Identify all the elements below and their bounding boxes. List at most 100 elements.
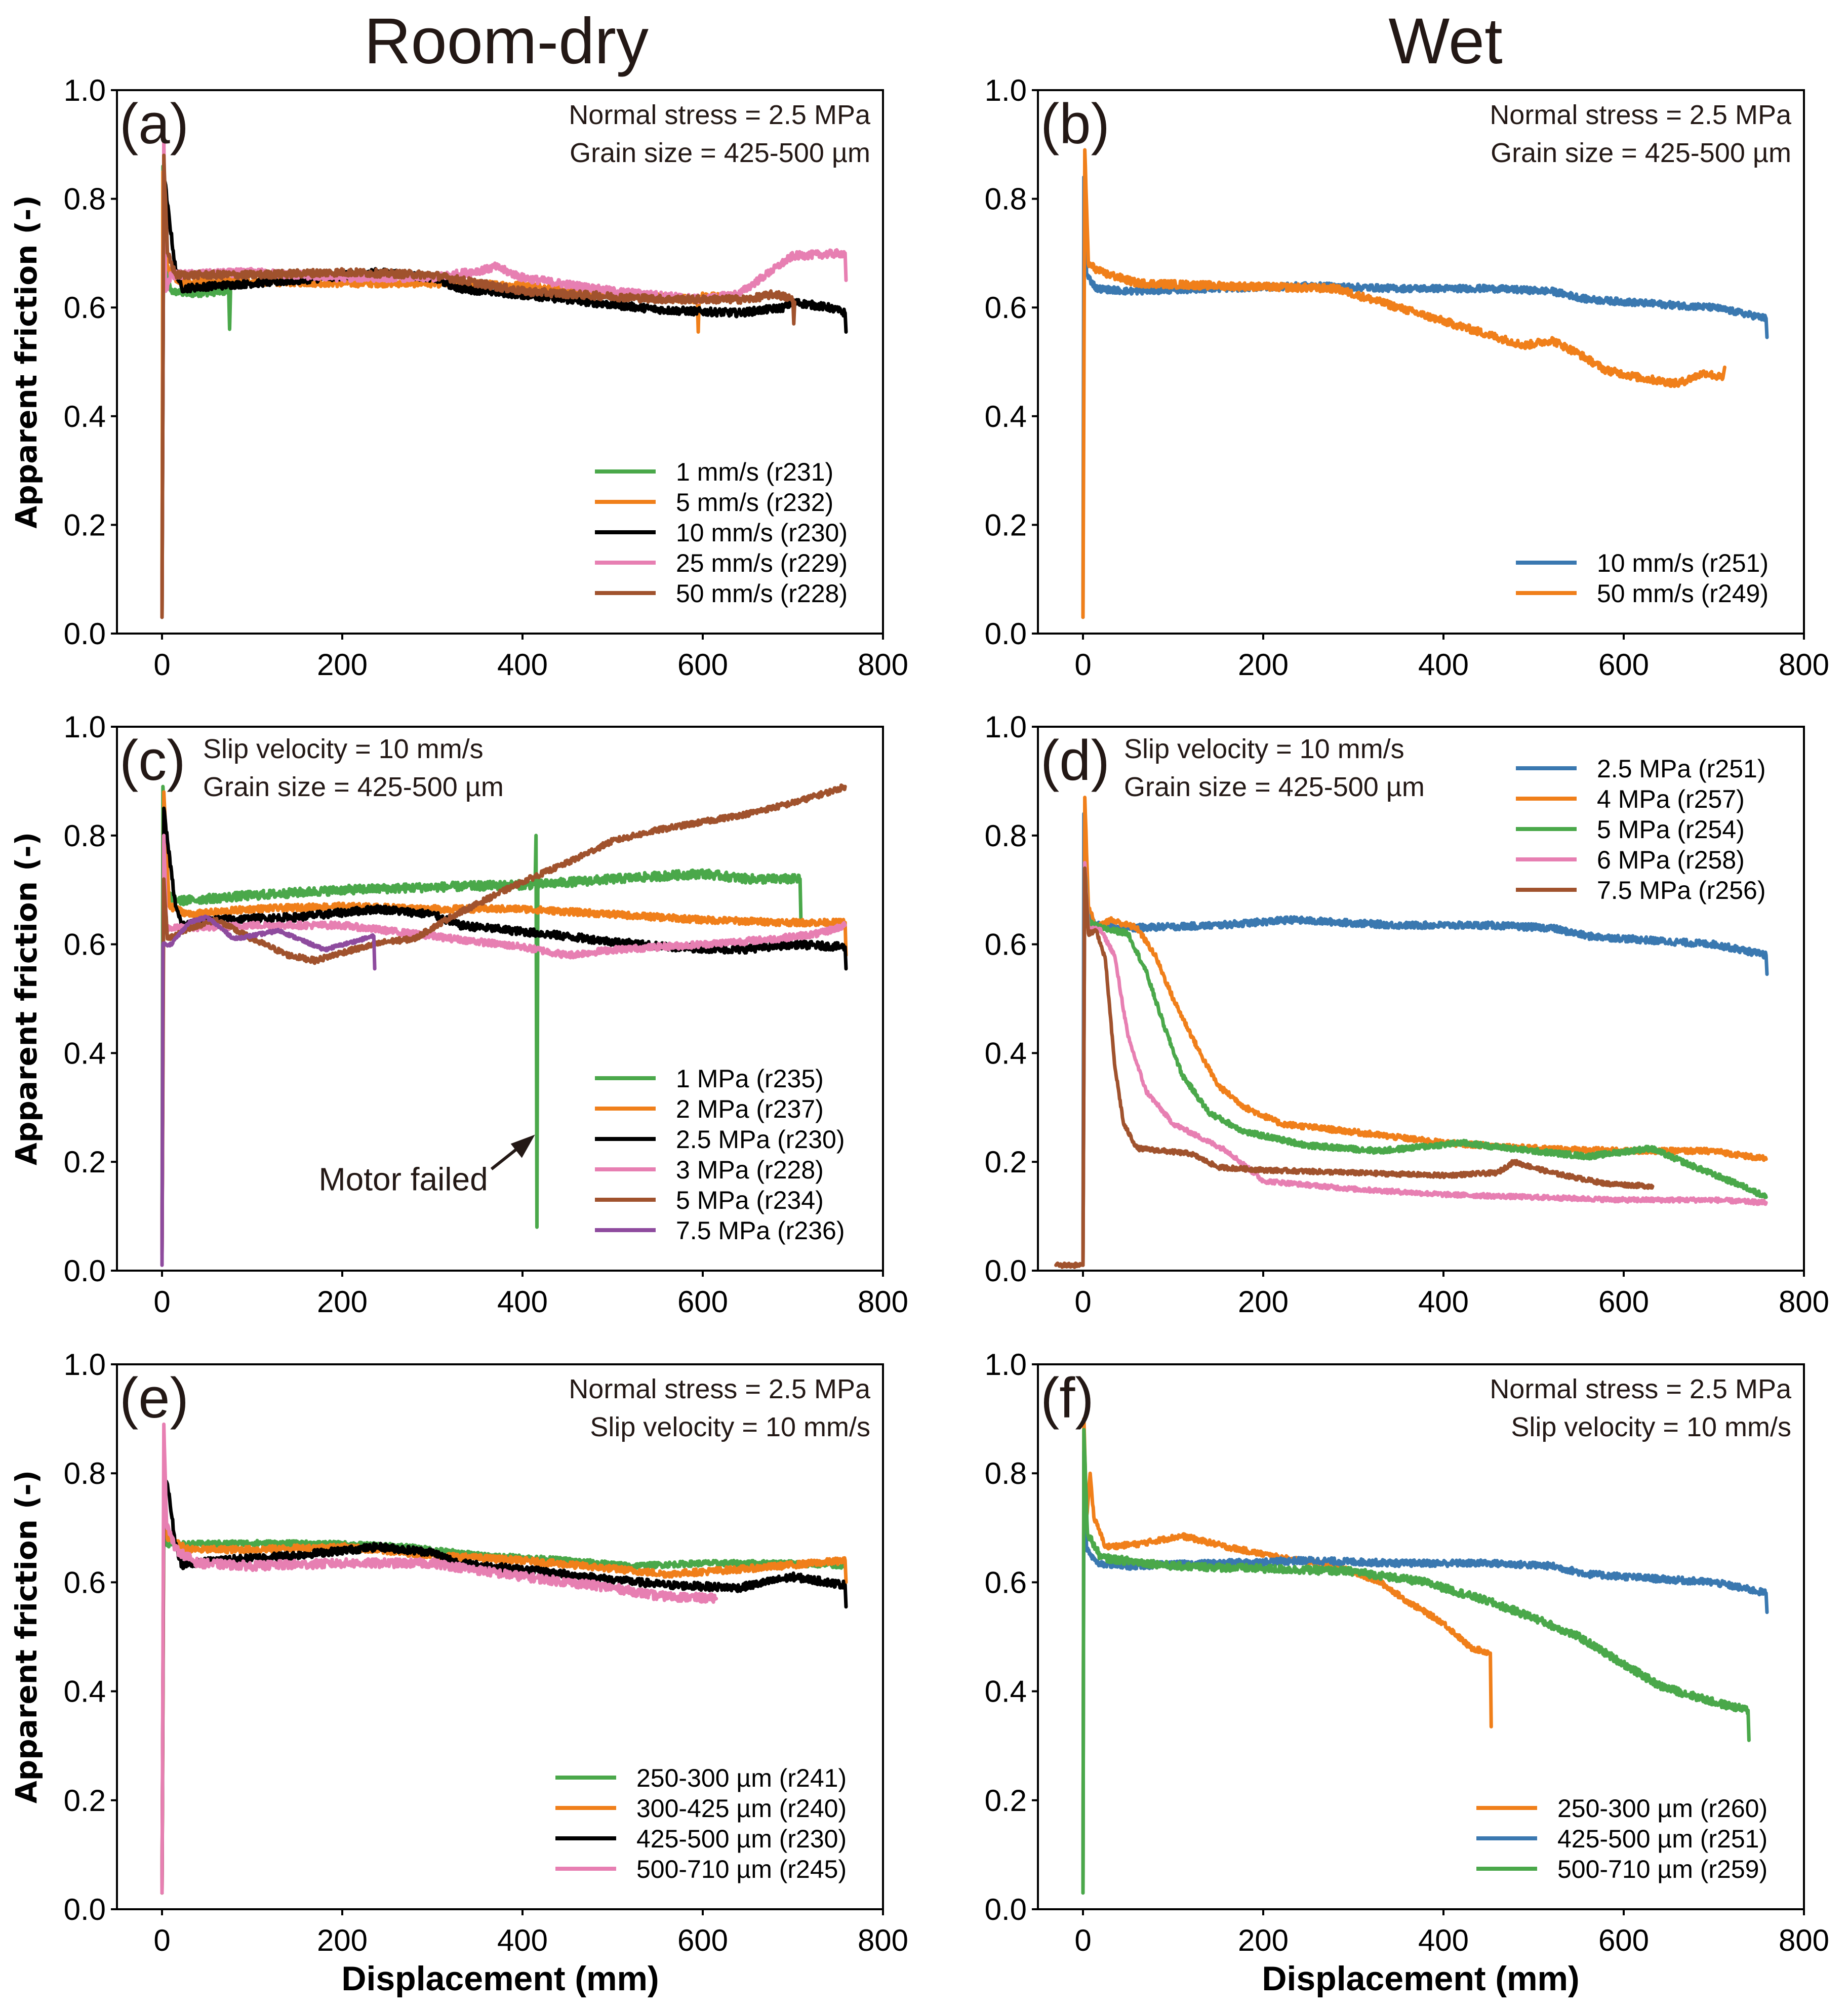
series-group: [1054, 796, 1769, 1269]
column-title-wet: Wet: [1388, 5, 1502, 77]
series-line-5: [1054, 866, 1655, 1269]
legend: 2.5 MPa (r251)4 MPa (r257)5 MPa (r254)6 …: [1516, 755, 1765, 904]
series-line-1: [1081, 1417, 1493, 1895]
y-tick-label: 0.0: [64, 1254, 106, 1288]
panel-letter: (f): [1040, 1366, 1094, 1430]
panel-letter: (c): [119, 729, 186, 792]
panel-e: 0.0 0.2 0.4 0.6 0.8 1.0 0 200 400 600 800 Apparent …: [9, 1348, 908, 1957]
y-tick-label: 0.2: [985, 1784, 1027, 1818]
condition-annotation: Grain size = 425-500 µm: [203, 772, 504, 802]
y-tick-label: 0.6: [985, 291, 1027, 325]
x-tick-label: 800: [1779, 1285, 1829, 1319]
series-line-2: [160, 170, 741, 619]
x-tick-label: 800: [858, 648, 908, 682]
series-line-4: [1081, 861, 1768, 1267]
condition-annotation: Grain size = 425-500 µm: [1124, 772, 1425, 802]
condition-annotation: Slip velocity = 10 mm/s: [590, 1412, 870, 1442]
series-line-5: [160, 783, 847, 1256]
motor-failed-annotation: Motor failed: [318, 1161, 488, 1198]
legend: 1 MPa (r235)2 MPa (r237)2.5 MPa (r230)3 …: [595, 1065, 845, 1245]
y-tick-label: 1.0: [985, 710, 1027, 744]
y-tick-label: 0.4: [64, 1036, 106, 1070]
y-tick-label: 0.0: [985, 617, 1027, 651]
y-tick-label: 0.6: [64, 291, 106, 325]
y-tick-label: 0.6: [985, 928, 1027, 962]
legend: 1 mm/s (r231)5 mm/s (r232)10 mm/s (r230)…: [595, 458, 848, 608]
axes-frame: [1037, 726, 1805, 1272]
legend-label: 425-500 µm (r251): [1557, 1825, 1767, 1853]
legend-label: 500-710 µm (r259): [1557, 1855, 1767, 1883]
legend-label: 2.5 MPa (r230): [676, 1125, 845, 1154]
series-line-1: [1081, 812, 1769, 1256]
x-tick-label: 400: [497, 648, 548, 682]
y-tick-label: 0.8: [64, 182, 106, 216]
x-tick-label: 400: [1418, 1923, 1469, 1957]
condition-annotation: Slip velocity = 10 mm/s: [203, 734, 484, 764]
y-tick-label: 0.2: [64, 1145, 106, 1179]
x-axis-label-right: Displacement (mm): [1262, 1959, 1579, 1998]
series-line-3: [1081, 861, 1768, 1267]
y-tick-label: 1.0: [64, 710, 106, 744]
legend-label: 250-300 µm (r241): [636, 1764, 847, 1792]
legend-label: 2.5 MPa (r251): [1597, 755, 1765, 783]
legend-label: 7.5 MPa (r236): [676, 1216, 845, 1245]
x-tick-label: 200: [317, 1285, 368, 1319]
panel-b: 0.0 0.2 0.4 0.6 0.8 1.0 0 200 400 600 800 (b) Normal…: [985, 73, 1829, 682]
legend-label: 1 MPa (r235): [676, 1065, 824, 1093]
y-axis-label: Apparent friction (-): [9, 195, 44, 528]
condition-annotation: Grain size = 425-500 µm: [570, 138, 870, 168]
x-tick-label: 800: [858, 1923, 908, 1957]
x-tick-label: 200: [1238, 1285, 1289, 1319]
legend-label: 5 MPa (r254): [1597, 815, 1745, 844]
y-tick-label: 0.4: [64, 1675, 106, 1709]
legend-label: 25 mm/s (r229): [676, 549, 848, 577]
axes-frame: [1037, 1363, 1805, 1910]
y-tick-label: 0.4: [985, 1036, 1027, 1070]
legend: 250-300 µm (r241)300-425 µm (r240)425-50…: [555, 1764, 847, 1883]
legend-label: 7.5 MPa (r256): [1597, 876, 1765, 904]
axes-frame: [116, 89, 884, 635]
axes-frame: [1037, 89, 1805, 635]
legend-label: 3 MPa (r228): [676, 1156, 824, 1184]
x-tick-label: 0: [153, 648, 170, 682]
series-line-2: [1081, 148, 1726, 619]
legend-label: 50 mm/s (r228): [676, 579, 848, 608]
series-group: [160, 783, 848, 1267]
series-line-4: [160, 1422, 718, 1895]
x-tick-label: 200: [317, 1923, 368, 1957]
y-tick-label: 1.0: [64, 1348, 106, 1382]
series-line-3: [1081, 1428, 1751, 1895]
legend-label: 250-300 µm (r260): [1557, 1794, 1767, 1823]
series-line-3: [160, 170, 848, 619]
series-line-2: [160, 1493, 848, 1895]
series-line-5: [160, 153, 797, 619]
panel-letter: (b): [1040, 92, 1110, 155]
legend-label: 6 MPa (r258): [1597, 846, 1745, 874]
x-tick-label: 400: [497, 1923, 548, 1957]
legend: 10 mm/s (r251)50 mm/s (r249): [1516, 549, 1769, 608]
y-tick-label: 0.2: [985, 508, 1027, 542]
y-tick-label: 0.0: [985, 1893, 1027, 1926]
series-line-3: [160, 806, 848, 1256]
x-tick-label: 800: [1779, 1923, 1829, 1957]
panel-d: 0.0 0.2 0.4 0.6 0.8 1.0 0 200 400 600 800 (d) Slip v…: [985, 710, 1829, 1319]
series-group: [1081, 148, 1769, 619]
condition-annotation: Grain size = 425-500 µm: [1491, 138, 1791, 168]
y-tick-label: 0.8: [64, 819, 106, 853]
panel-a: 0.0 0.2 0.4 0.6 0.8 1.0 0 200 400 600 800 Apparent …: [9, 73, 908, 682]
legend-label: 10 mm/s (r230): [676, 519, 848, 547]
panel-f: 0.0 0.2 0.4 0.6 0.8 1.0 0 200 400 600 800 (f) Normal…: [985, 1348, 1829, 1957]
y-tick-label: 1.0: [64, 73, 106, 107]
y-tick-label: 1.0: [985, 73, 1027, 107]
x-axis-label-left: Displacement (mm): [341, 1959, 659, 1998]
condition-annotation: Normal stress = 2.5 MPa: [569, 100, 871, 130]
y-tick-label: 0.0: [985, 1254, 1027, 1288]
x-tick-label: 400: [1418, 1285, 1469, 1319]
panel-c: 0.0 0.2 0.4 0.6 0.8 1.0 0 200 400 600 800 Apparent …: [9, 710, 908, 1319]
legend-label: 4 MPa (r257): [1597, 785, 1745, 813]
y-tick-label: 0.6: [64, 1565, 106, 1599]
y-tick-label: 0.4: [985, 1675, 1027, 1709]
panel-letter: (d): [1040, 729, 1110, 792]
legend-label: 2 MPa (r237): [676, 1095, 824, 1123]
legend-label: 1 mm/s (r231): [676, 458, 833, 486]
